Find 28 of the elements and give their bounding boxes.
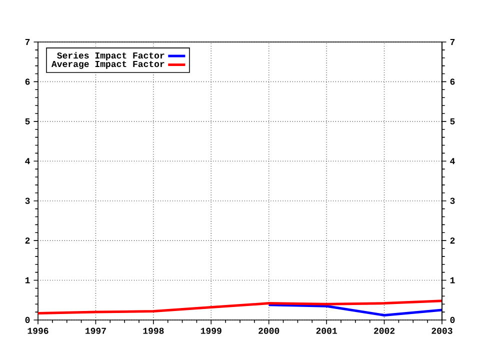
x-tick-label: 1996 [28, 328, 48, 334]
y2-tick-label: 6 [450, 78, 455, 85]
x-tick-label: 1998 [143, 328, 164, 334]
y2-tick-label: 5 [450, 118, 455, 124]
y-tick-label: 0 [25, 316, 30, 324]
line-series [268, 304, 442, 316]
legend-label: Series Impact Factor [57, 52, 164, 60]
y-tick-label: 7 [25, 39, 30, 45]
x-tick-label: 2003 [432, 328, 452, 334]
y2-tick-label: 3 [450, 198, 455, 204]
x-tick-label: 2001 [316, 328, 337, 334]
y-tick-label: 4 [25, 158, 30, 164]
y-tick-label: 5 [25, 118, 30, 124]
y2-tick-label: 4 [450, 158, 455, 164]
y-tick-label: 1 [25, 277, 30, 284]
y2-tick-label: 1 [450, 277, 455, 284]
y2-tick-label: 7 [450, 39, 455, 45]
y-tick-label: 3 [25, 198, 30, 204]
legend-label: Average Impact Factor [51, 60, 164, 69]
y2-tick-label: 2 [450, 238, 455, 244]
y-tick-label: 6 [25, 78, 30, 85]
x-tick-label: 1997 [86, 328, 106, 334]
line-series [38, 300, 442, 314]
y-tick-label: 2 [25, 238, 30, 244]
x-tick-label: 2002 [374, 328, 395, 334]
y2-tick-label: 0 [450, 316, 455, 324]
x-tick-label: 2000 [258, 328, 280, 334]
x-tick-label: 1999 [200, 328, 222, 334]
